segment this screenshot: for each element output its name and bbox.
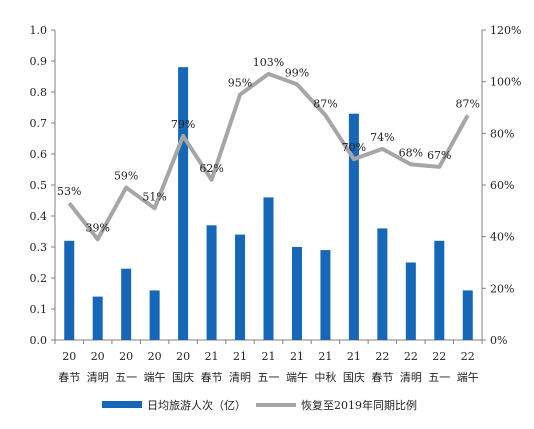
ratio-data-label: 70%	[342, 141, 366, 154]
bar	[150, 290, 160, 340]
x-holiday-label: 端午	[457, 371, 479, 384]
x-holiday-label: 清明	[229, 371, 251, 384]
legend: 日均旅游人次（亿） 恢复至2019年同期比例	[102, 398, 417, 412]
bar	[292, 247, 302, 340]
ratio-data-label: 103%	[253, 56, 284, 69]
x-year-label: 20	[62, 350, 76, 363]
right-tick-label: 80%	[490, 127, 514, 140]
x-holiday-label: 五一	[258, 371, 280, 384]
x-year-label: 21	[318, 350, 332, 363]
x-year-label: 22	[404, 350, 418, 363]
bar	[463, 290, 473, 340]
bar	[93, 297, 103, 340]
bar	[121, 269, 131, 340]
x-year-label: 20	[119, 350, 133, 363]
bar	[320, 250, 330, 340]
ratio-data-label: 62%	[199, 162, 223, 175]
ratio-data-label: 95%	[228, 77, 252, 90]
ratio-data-label: 79%	[171, 118, 195, 131]
x-holiday-label: 春节	[371, 371, 393, 384]
left-tick-label: 1.0	[30, 24, 48, 37]
left-tick-label: 0.2	[30, 272, 48, 285]
x-holiday-label: 端午	[144, 371, 166, 384]
x-holiday-label: 五一	[428, 371, 450, 384]
right-tick-label: 40%	[490, 231, 514, 244]
right-tick-label: 20%	[490, 282, 514, 295]
left-tick-label: 0.3	[30, 241, 48, 254]
x-year-label: 22	[461, 350, 475, 363]
bar	[178, 67, 188, 340]
left-tick-label: 0.9	[30, 55, 48, 68]
ratio-data-label: 99%	[285, 66, 309, 79]
ratio-data-label: 68%	[399, 146, 423, 159]
x-year-label: 21	[262, 350, 276, 363]
ratio-data-label: 59%	[114, 170, 138, 183]
x-year-label: 22	[432, 350, 446, 363]
x-year-label: 21	[347, 350, 361, 363]
bar	[377, 228, 387, 340]
x-holiday-label: 国庆	[343, 370, 365, 384]
ratio-data-label: 39%	[85, 221, 109, 234]
x-holiday-label: 国庆	[172, 370, 194, 384]
left-tick-label: 0.0	[30, 334, 48, 347]
bars-layer	[64, 67, 473, 340]
x-holiday-label: 春节	[201, 371, 223, 384]
legend-bar-label: 日均旅游人次（亿）	[147, 398, 246, 412]
left-tick-label: 0.4	[30, 210, 48, 223]
bar	[235, 235, 245, 340]
left-tick-label: 0.1	[30, 303, 48, 316]
x-year-label: 20	[176, 350, 190, 363]
left-tick-label: 0.7	[30, 117, 48, 130]
x-year-label: 21	[205, 350, 219, 363]
right-tick-label: 60%	[490, 179, 514, 192]
right-tick-label: 120%	[490, 24, 521, 37]
legend-line-label: 恢复至2019年同期比例	[301, 398, 417, 412]
bar	[64, 241, 74, 340]
ratio-data-label: 53%	[57, 185, 81, 198]
bar	[264, 197, 274, 340]
ratio-data-label: 87%	[313, 97, 337, 110]
right-tick-label: 100%	[490, 76, 521, 89]
left-tick-label: 0.6	[30, 148, 48, 161]
x-year-label: 21	[233, 350, 247, 363]
x-holiday-label: 清明	[400, 371, 422, 384]
legend-bar-swatch	[102, 401, 142, 408]
x-year-label: 21	[290, 350, 304, 363]
x-holiday-label: 春节	[58, 371, 80, 384]
bar	[207, 225, 217, 340]
bar	[406, 263, 416, 341]
x-holiday-label: 端午	[286, 371, 308, 384]
left-tick-label: 0.8	[30, 86, 48, 99]
left-tick-label: 0.5	[30, 179, 48, 192]
ratio-data-label: 51%	[142, 190, 166, 203]
ratio-data-label: 74%	[370, 131, 394, 144]
bar	[434, 241, 444, 340]
x-year-label: 20	[91, 350, 105, 363]
x-year-label: 20	[148, 350, 162, 363]
x-holiday-label: 清明	[87, 371, 109, 384]
ratio-data-label: 87%	[456, 97, 480, 110]
x-year-label: 22	[375, 350, 389, 363]
x-holiday-label: 中秋	[314, 370, 336, 384]
x-holiday-label: 五一	[115, 371, 137, 384]
ratio-data-label: 67%	[427, 149, 451, 162]
right-tick-label: 0%	[490, 334, 507, 347]
